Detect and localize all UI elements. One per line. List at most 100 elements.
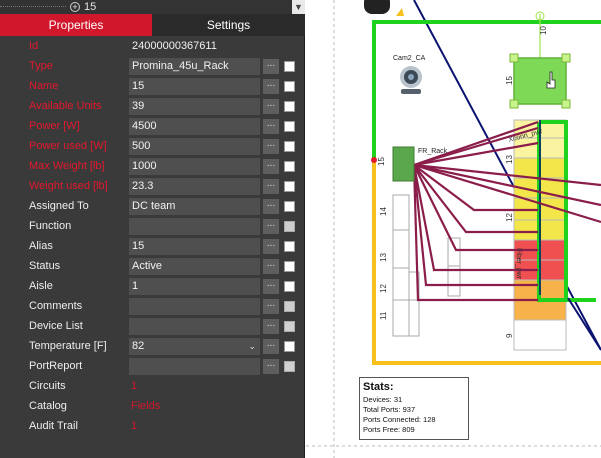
- property-link[interactable]: 1: [131, 380, 138, 392]
- tree-node-label[interactable]: 15: [84, 1, 97, 13]
- rack-label: 9: [505, 333, 514, 338]
- resize-handle[interactable]: [561, 53, 571, 63]
- property-checkbox[interactable]: [284, 101, 295, 112]
- rack-selection-boundary: [539, 120, 568, 300]
- tab-bar: Properties Settings: [0, 14, 305, 36]
- ellipsis-button[interactable]: ...: [263, 239, 279, 254]
- rack-label: 13: [379, 253, 388, 262]
- property-checkbox[interactable]: [284, 281, 295, 292]
- resize-handle[interactable]: [509, 53, 519, 63]
- property-checkbox[interactable]: [284, 361, 295, 372]
- ellipsis-button[interactable]: ...: [263, 339, 279, 354]
- property-input[interactable]: Promina_45u_Rack: [129, 58, 260, 75]
- property-input[interactable]: Active: [129, 258, 260, 275]
- rack-label: 11: [379, 311, 388, 320]
- property-checkbox[interactable]: [284, 221, 295, 232]
- property-value-text: 4500: [132, 120, 157, 132]
- property-checkbox[interactable]: [284, 201, 295, 212]
- resize-handle[interactable]: [509, 99, 519, 109]
- ellipsis-button[interactable]: ...: [263, 199, 279, 214]
- tree-row[interactable]: + 15 ▼: [0, 0, 305, 14]
- property-value-text: 24000000367611: [132, 40, 217, 52]
- ellipsis-button[interactable]: ...: [263, 359, 279, 374]
- properties-panel: + 15 ▼ Properties Settings Id 24000000367…: [0, 0, 305, 458]
- property-value-text: Promina_45u_Rack: [132, 60, 229, 72]
- ellipsis-button[interactable]: ...: [263, 59, 279, 74]
- ellipsis-button[interactable]: ...: [263, 99, 279, 114]
- property-checkbox[interactable]: [284, 341, 295, 352]
- tab-properties[interactable]: Properties: [0, 14, 152, 36]
- property-input[interactable]: 39: [129, 98, 260, 115]
- property-input[interactable]: [129, 318, 260, 335]
- rack-label: 12: [379, 284, 388, 293]
- ellipsis-button[interactable]: ...: [263, 319, 279, 334]
- property-checkbox[interactable]: [284, 241, 295, 252]
- property-row: Weight used [lb] 23.3...: [0, 177, 305, 197]
- green-boundary: [372, 20, 601, 160]
- property-row: Id 24000000367611: [0, 37, 305, 57]
- property-input[interactable]: [129, 298, 260, 315]
- property-input[interactable]: [129, 358, 260, 375]
- fr-rack-device[interactable]: [392, 146, 415, 182]
- camera-device-top[interactable]: [364, 0, 390, 14]
- selected-rack[interactable]: [513, 57, 567, 105]
- device-marker: [396, 8, 404, 16]
- chevron-down-icon[interactable]: ⌄: [248, 341, 256, 351]
- webcam-icon[interactable]: [400, 66, 422, 94]
- property-row: Assigned To DC team...: [0, 197, 305, 217]
- ellipsis-button[interactable]: ...: [263, 279, 279, 294]
- tab-settings[interactable]: Settings: [152, 14, 305, 36]
- property-input[interactable]: 15: [129, 78, 260, 95]
- property-input[interactable]: DC team: [129, 198, 260, 215]
- rack-handle[interactable]: [535, 11, 545, 21]
- property-input[interactable]: 500: [129, 138, 260, 155]
- ellipsis-button[interactable]: ...: [263, 179, 279, 194]
- stats-ports-connected: Ports Connected: 128: [363, 415, 436, 424]
- ellipsis-button[interactable]: ...: [263, 219, 279, 234]
- floor-plan-drawing: 10 Cam2_CA 15 13 12 9: [306, 0, 601, 458]
- property-checkbox[interactable]: [284, 161, 295, 172]
- amber-boundary: [372, 160, 601, 365]
- property-checkbox[interactable]: [284, 61, 295, 72]
- property-select[interactable]: 82 ⌄: [129, 338, 260, 355]
- property-checkbox[interactable]: [284, 141, 295, 152]
- property-checkbox[interactable]: [284, 261, 295, 272]
- navy-line: [567, 297, 601, 351]
- property-value-text: DC team: [132, 200, 176, 212]
- resize-handle[interactable]: [561, 99, 571, 109]
- ellipsis-button[interactable]: ...: [263, 159, 279, 174]
- stats-ports-free: Ports Free: 809: [363, 425, 415, 434]
- property-input[interactable]: 1000: [129, 158, 260, 175]
- property-input[interactable]: 1: [129, 278, 260, 295]
- property-label: Temperature [F]: [29, 340, 107, 352]
- property-row: Catalog Fields: [0, 397, 305, 417]
- property-input[interactable]: 23.3: [129, 178, 260, 195]
- property-row: Status Active...: [0, 257, 305, 277]
- property-value-text: 82: [132, 340, 145, 352]
- ellipsis-button[interactable]: ...: [263, 119, 279, 134]
- property-checkbox[interactable]: [284, 81, 295, 92]
- ellipsis-button[interactable]: ...: [263, 139, 279, 154]
- property-checkbox[interactable]: [284, 321, 295, 332]
- floor-plan-canvas[interactable]: 10 Cam2_CA 15 13 12 9: [306, 0, 601, 458]
- ellipsis-button[interactable]: ...: [263, 299, 279, 314]
- ellipsis-button[interactable]: ...: [263, 79, 279, 94]
- endpoint-dot[interactable]: [371, 157, 377, 163]
- ellipsis-button[interactable]: ...: [263, 259, 279, 274]
- property-link[interactable]: 1: [131, 420, 138, 432]
- property-row: Aisle 1...: [0, 277, 305, 297]
- property-input[interactable]: 4500: [129, 118, 260, 135]
- property-checkbox[interactable]: [284, 301, 295, 312]
- rack-label-top: 10: [539, 26, 548, 35]
- cable-bundle: [412, 120, 601, 302]
- property-input[interactable]: 15: [129, 238, 260, 255]
- chevron-down-icon[interactable]: ▼: [292, 0, 305, 14]
- property-link[interactable]: Fields: [131, 400, 161, 412]
- property-checkbox[interactable]: [284, 121, 295, 132]
- property-input[interactable]: [129, 218, 260, 235]
- property-checkbox[interactable]: [284, 181, 295, 192]
- property-label: Power [W]: [29, 120, 80, 132]
- property-row: Function...: [0, 217, 305, 237]
- expand-icon[interactable]: +: [70, 2, 80, 12]
- cursor-hand-icon: [546, 71, 556, 89]
